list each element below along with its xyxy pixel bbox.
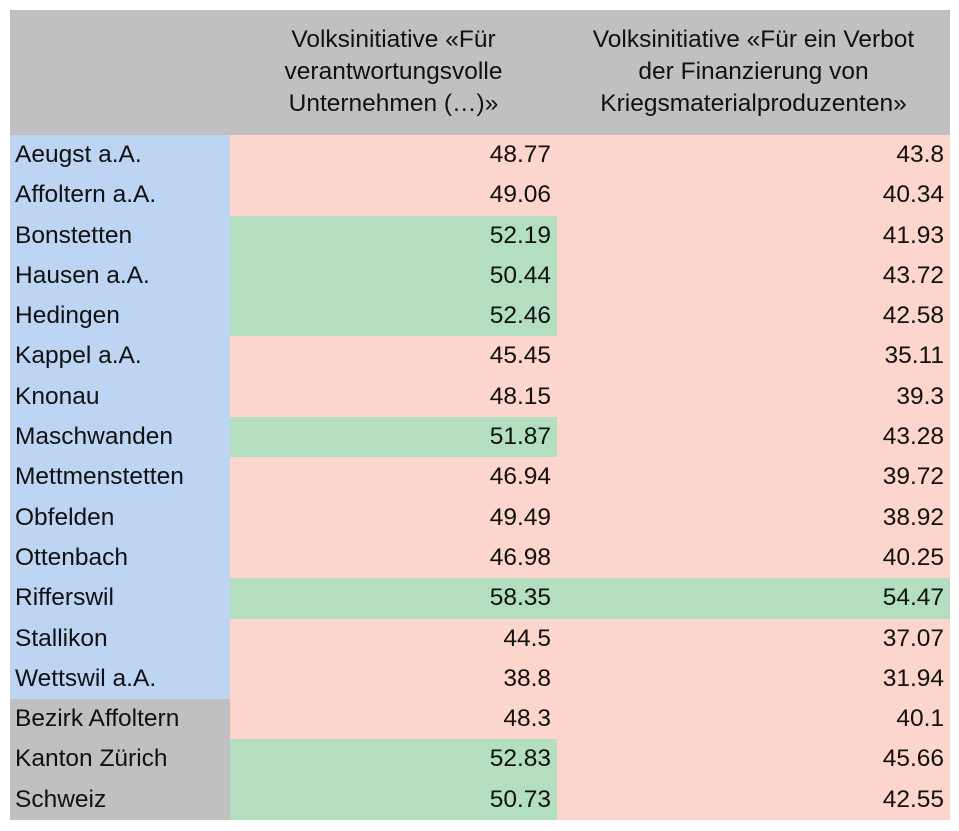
value-cell: 49.49 bbox=[230, 497, 557, 538]
table-row: Hausen a.A. 50.44 43.72 bbox=[10, 255, 950, 297]
row-label: Affoltern a.A. bbox=[10, 175, 230, 216]
value-cell: 46.94 bbox=[230, 457, 557, 498]
table-row: Ottenbach 46.98 40.25 bbox=[10, 537, 950, 579]
row-label: Aeugst a.A. bbox=[10, 135, 230, 176]
header-line: Unternehmen (…)» bbox=[288, 90, 499, 117]
table-row: Wettswil a.A. 38.8 31.94 bbox=[10, 658, 950, 700]
table-row: Bonstetten 52.19 41.93 bbox=[10, 215, 950, 256]
table-row: Hedingen 52.46 42.58 bbox=[10, 296, 950, 337]
header-line: Volksinitiative «Für ein Verbot bbox=[592, 26, 915, 53]
value-cell: 42.55 bbox=[557, 779, 950, 821]
table-row: Affoltern a.A. 49.06 40.34 bbox=[10, 175, 950, 216]
table-row: Maschwanden 51.87 43.28 bbox=[10, 417, 950, 458]
row-label: Kappel a.A. bbox=[10, 336, 230, 377]
value-cell: 43.28 bbox=[557, 417, 950, 458]
value-cell: 48.77 bbox=[230, 135, 557, 176]
row-label: Maschwanden bbox=[10, 417, 230, 458]
value-cell: 40.1 bbox=[557, 699, 950, 740]
value-cell: 43.8 bbox=[557, 135, 950, 176]
value-cell: 37.07 bbox=[557, 618, 950, 659]
header-line: der Finanzierung von bbox=[638, 58, 869, 85]
value-cell: 46.98 bbox=[230, 537, 557, 579]
row-label: Ottenbach bbox=[10, 537, 230, 579]
value-cell: 54.47 bbox=[557, 578, 950, 619]
header-cell: Volksinitiative «Für verantwortungsvolle U… bbox=[230, 10, 557, 135]
table-row: Kappel a.A. 45.45 35.11 bbox=[10, 336, 950, 377]
header-line: Volksinitiative «Für bbox=[291, 26, 496, 53]
value-cell: 39.72 bbox=[557, 457, 950, 498]
value-cell: 43.72 bbox=[557, 255, 950, 297]
row-label: Schweiz bbox=[10, 779, 230, 821]
row-label: Hausen a.A. bbox=[10, 255, 230, 297]
row-label: Bezirk Affoltern bbox=[10, 699, 230, 740]
header-line: verantwortungsvolle bbox=[284, 58, 503, 85]
header-row: Volksinitiative «Für verantwortungsvolle U… bbox=[10, 10, 950, 135]
table-row: Mettmenstetten 46.94 39.72 bbox=[10, 457, 950, 498]
value-cell: 41.93 bbox=[557, 215, 950, 256]
table-row: Bezirk Affoltern 48.3 40.1 bbox=[10, 699, 950, 740]
row-label: Obfelden bbox=[10, 497, 230, 538]
row-label: Mettmenstetten bbox=[10, 457, 230, 498]
value-cell: 35.11 bbox=[557, 336, 950, 377]
table-row: Obfelden 49.49 38.92 bbox=[10, 497, 950, 538]
value-cell: 40.25 bbox=[557, 537, 950, 579]
value-cell: 38.8 bbox=[230, 658, 557, 700]
table-row: Knonau 48.15 39.3 bbox=[10, 376, 950, 418]
row-label: Kanton Zürich bbox=[10, 739, 230, 780]
row-label: Stallikon bbox=[10, 618, 230, 659]
row-label: Wettswil a.A. bbox=[10, 658, 230, 700]
value-cell: 58.35 bbox=[230, 578, 557, 619]
table-row: Rifferswil 58.35 54.47 bbox=[10, 578, 950, 619]
row-label: Rifferswil bbox=[10, 578, 230, 619]
table-row: Schweiz 50.73 42.55 bbox=[10, 779, 950, 821]
value-cell: 49.06 bbox=[230, 175, 557, 216]
header-line: Kriegsmaterialproduzenten» bbox=[600, 90, 907, 117]
value-cell: 48.15 bbox=[230, 376, 557, 418]
value-cell: 50.44 bbox=[230, 255, 557, 297]
value-cell: 39.3 bbox=[557, 376, 950, 418]
value-cell: 38.92 bbox=[557, 497, 950, 538]
value-cell: 51.87 bbox=[230, 417, 557, 458]
table-row: Aeugst a.A. 48.77 43.8 bbox=[10, 135, 950, 176]
value-cell: 45.45 bbox=[230, 336, 557, 377]
row-label: Hedingen bbox=[10, 296, 230, 337]
value-cell: 40.34 bbox=[557, 175, 950, 216]
table-row: Kanton Zürich 52.83 45.66 bbox=[10, 739, 950, 780]
header-cell bbox=[10, 10, 230, 135]
row-label: Bonstetten bbox=[10, 215, 230, 256]
row-label: Knonau bbox=[10, 376, 230, 418]
value-cell: 50.73 bbox=[230, 779, 557, 821]
value-cell: 42.58 bbox=[557, 296, 950, 337]
table: Volksinitiative «Für verantwortungsvolle U… bbox=[10, 10, 950, 821]
value-cell: 52.46 bbox=[230, 296, 557, 337]
value-cell: 45.66 bbox=[557, 739, 950, 780]
value-cell: 52.19 bbox=[230, 215, 557, 256]
value-cell: 31.94 bbox=[557, 658, 950, 700]
value-cell: 44.5 bbox=[230, 618, 557, 659]
value-cell: 48.3 bbox=[230, 699, 557, 740]
value-cell: 52.83 bbox=[230, 739, 557, 780]
header-cell: Volksinitiative «Für ein Verbot der Finan… bbox=[557, 10, 950, 135]
table-row: Stallikon 44.5 37.07 bbox=[10, 618, 950, 659]
